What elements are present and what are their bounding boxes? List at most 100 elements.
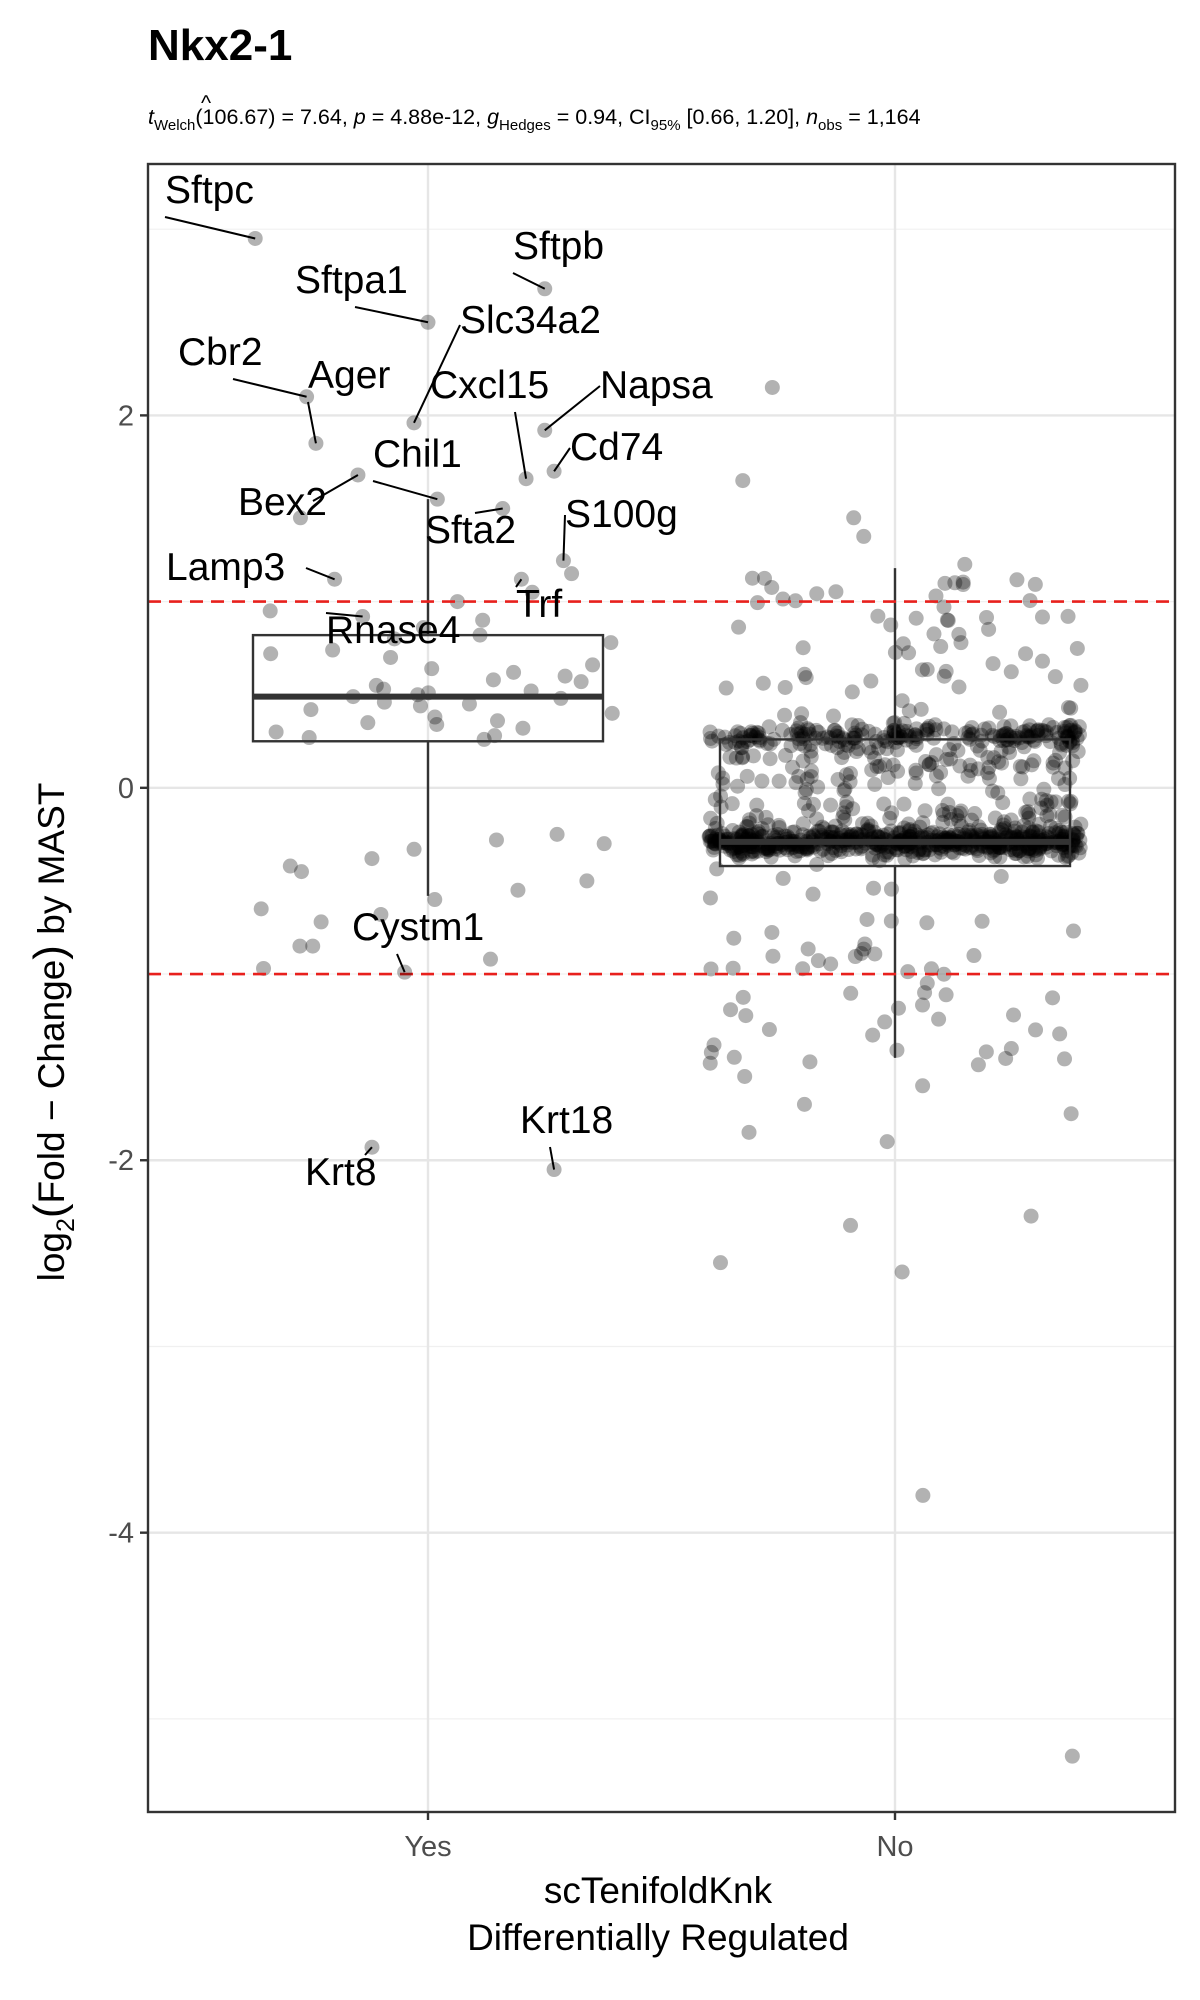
data-point [981,759,997,775]
data-point [1063,722,1079,738]
data-point [1047,669,1063,685]
data-point [740,819,756,835]
data-point [885,757,901,773]
data-point [955,577,971,593]
data-point [946,827,962,843]
data-point [893,729,909,745]
data-point [923,825,939,841]
data-point [1017,723,1033,739]
data-point [836,805,852,821]
data-point [812,843,828,859]
data-point [1063,700,1079,716]
data-point [809,811,825,827]
data-point [1027,576,1043,592]
data-point [973,822,989,838]
gene-label: Cystm1 [352,906,484,949]
data-point [427,709,443,725]
data-point [985,656,1001,672]
data-point [951,679,967,695]
data-point [703,1044,719,1060]
data-point [932,826,948,842]
data-point [879,847,895,863]
data-point [1022,718,1038,734]
data-point [752,733,768,749]
data-point [846,730,862,746]
data-point [990,785,1006,801]
data-point [282,858,298,874]
data-point [784,824,800,840]
data-point [957,556,973,572]
data-point [912,841,928,857]
data-point [847,725,863,741]
data-point [794,706,810,722]
data-point [977,721,993,737]
gene-label: Sftpc [165,169,254,212]
data-point [863,744,879,760]
data-point [758,809,774,825]
data-point [896,820,912,836]
data-point [313,914,329,930]
data-point [971,819,987,835]
data-point [1063,1106,1079,1122]
data-point [915,815,931,831]
data-point [883,823,899,839]
data-point [834,823,850,839]
data-point [969,827,985,843]
data-point [940,796,956,812]
data-point [778,747,794,763]
data-point [890,825,906,841]
data-point [1024,824,1040,840]
data-point [750,824,766,840]
data-point [859,823,875,839]
data-point [1003,718,1019,734]
boxplot-box [251,633,605,743]
data-point [911,842,927,858]
data-point [739,734,755,750]
data-point [836,744,852,760]
data-point [449,594,465,610]
data-point [1050,847,1066,863]
data-point [1021,722,1037,738]
data-point [860,821,876,837]
data-point [1034,653,1050,669]
data-point [1047,825,1063,841]
data-point [917,985,933,1001]
data-point [808,722,824,738]
data-point [838,799,854,815]
data-point [811,724,827,740]
data-point [953,635,969,651]
data-point [775,870,791,886]
data-point [934,803,950,818]
data-point [843,1217,859,1233]
data-point [1060,699,1076,715]
data-point [784,759,800,775]
data-point [292,510,308,526]
gene-label-connector [413,324,461,424]
data-point [987,849,1003,865]
data-point [913,701,929,717]
data-point [1038,724,1054,740]
data-point [1003,729,1019,745]
gene-label: Trf [516,583,562,626]
data-point [915,846,931,862]
data-point [744,846,760,862]
data-point [843,827,859,843]
data-point [383,649,399,665]
data-point [826,708,842,724]
subtitle-n-symbol: n [806,105,818,129]
data-point [1013,771,1029,787]
data-point [866,824,882,840]
data-point [703,731,719,747]
data-point [1042,734,1058,750]
data-point [907,776,923,792]
data-point [963,763,979,779]
data-point [800,721,816,737]
data-point [909,827,925,843]
data-point [880,770,896,786]
data-point [731,733,747,749]
gene-label-connector [544,385,601,432]
data-point [743,724,759,740]
data-point [829,725,845,741]
data-point [798,841,814,857]
data-point [704,733,720,749]
